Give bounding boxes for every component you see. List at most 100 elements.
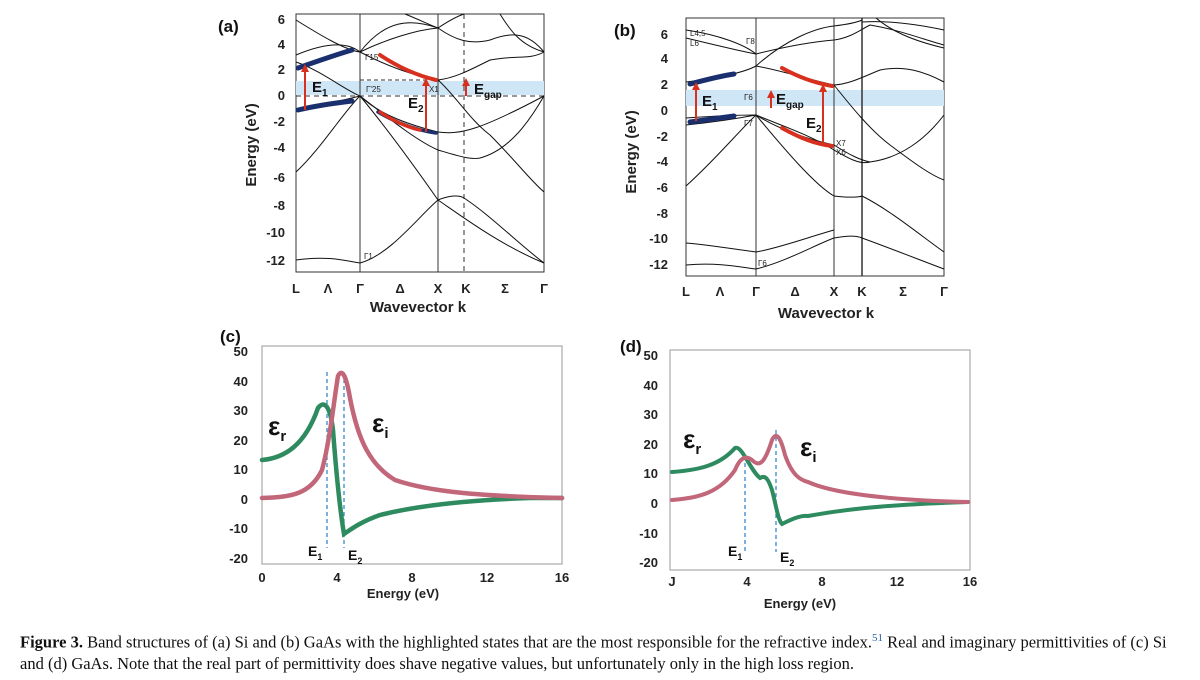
y-tick: 0 — [661, 103, 668, 118]
k-tick: X — [434, 281, 443, 296]
y-tick: -10 — [639, 526, 658, 541]
y-tick: 30 — [234, 403, 248, 418]
panel-a-xlabel: Wavevector k — [370, 299, 467, 316]
y-tick: -6 — [656, 180, 668, 195]
band — [685, 242, 757, 253]
x-tick: 8 — [408, 570, 415, 585]
y-tick: -10 — [266, 225, 285, 240]
y-tick: 10 — [234, 462, 248, 477]
y-tick: -8 — [273, 198, 285, 213]
panel-a-frame — [295, 13, 545, 273]
band — [685, 29, 757, 55]
panel-a-kpoints: L Λ Γ Δ X K Σ Γ — [292, 281, 548, 296]
band — [499, 13, 545, 53]
figure-caption: Figure 3. Band structures of (a) Si and … — [20, 628, 1190, 674]
g6-label: Γ6 — [744, 93, 753, 102]
k-tick: L — [292, 281, 300, 296]
panel-c-er-curve — [259, 402, 565, 538]
panel-a-e2-lower-red — [378, 110, 422, 132]
k-tick: Λ — [716, 284, 725, 299]
egap-label: Egap — [474, 81, 502, 101]
panel-b-yticks: 6 4 2 0 -2 -4 -6 -8 -10 -12 — [649, 27, 669, 272]
panel-c-ei-label: εi — [372, 408, 389, 442]
panel-c: (c) 50 40 30 20 10 0 -10 -20 εr εi E1 E2… — [220, 327, 569, 601]
band — [295, 95, 545, 264]
panel-a-gap-band — [296, 81, 544, 95]
panel-a-bands — [295, 13, 545, 264]
y-tick: -2 — [656, 129, 668, 144]
x-tick: 8 — [818, 574, 825, 589]
y-tick: 50 — [234, 344, 248, 359]
panel-b-frame — [685, 17, 945, 277]
x-tick: 12 — [480, 570, 494, 585]
panel-b-e2-upper — [780, 66, 834, 88]
caption-label: Figure 3. — [20, 632, 83, 652]
y-tick: 0 — [278, 88, 285, 103]
panel-d-ei-label: εi — [800, 432, 817, 466]
panel-b: (b) Energy (eV) 6 4 2 0 -2 -4 -6 -8 -10 … — [614, 17, 948, 322]
y-tick: 0 — [241, 492, 248, 507]
figure-canvas: (a) Energy (eV) 6 4 2 0 -2 -4 -6 -8 -10 … — [218, 12, 977, 611]
k-tick: Σ — [899, 284, 907, 299]
band — [437, 79, 545, 193]
e2-arrowhead — [819, 84, 827, 92]
k-tick: Σ — [501, 281, 509, 296]
x7-label: X7 — [836, 139, 846, 148]
y-tick: -20 — [229, 551, 248, 566]
panel-d-er-label: εr — [683, 424, 701, 458]
g25-label: Γ'25 — [366, 85, 381, 94]
y-tick: -6 — [273, 170, 285, 185]
band — [861, 21, 945, 31]
band — [685, 114, 945, 253]
egap-arrowhead — [462, 78, 470, 86]
y-tick: 50 — [644, 348, 658, 363]
band — [437, 13, 465, 29]
band — [833, 84, 945, 181]
band — [404, 13, 439, 29]
y-tick: 10 — [644, 466, 658, 481]
y-tick: 40 — [644, 378, 658, 393]
y-tick: 4 — [661, 51, 669, 66]
g7-label: Γ7 — [744, 119, 753, 128]
y-tick: -8 — [656, 206, 668, 221]
y-tick: 20 — [644, 437, 658, 452]
x-tick: 16 — [555, 570, 569, 585]
y-tick: -10 — [229, 521, 248, 536]
k-tick: Δ — [790, 284, 799, 299]
x1-label: X1 — [429, 85, 439, 94]
panel-c-yticks: 50 40 30 20 10 0 -10 -20 — [229, 344, 248, 566]
panel-c-frame — [261, 345, 563, 565]
panel-a-e2-upper — [378, 53, 438, 82]
panel-c-er-label: εr — [268, 411, 286, 445]
panel-a: (a) Energy (eV) 6 4 2 0 -2 -4 -6 -8 -10 … — [218, 12, 548, 316]
panel-a-vb-highlight — [295, 98, 355, 113]
k-tick: X — [830, 284, 839, 299]
panel-d-yticks: 50 40 30 20 10 0 -10 -20 — [639, 348, 658, 570]
panel-d-ei-curve — [670, 433, 970, 504]
panel-b-e2-lower — [780, 126, 834, 148]
band — [295, 19, 545, 81]
egap-label: Egap — [776, 91, 804, 111]
k-tick: L — [682, 284, 690, 299]
y-tick: 4 — [278, 37, 286, 52]
panel-d-tag: (d) — [620, 337, 642, 356]
y-tick: -20 — [639, 555, 658, 570]
y-tick: 2 — [278, 62, 285, 77]
panel-c-tag: (c) — [220, 327, 241, 346]
e1-arrowhead — [301, 64, 309, 72]
panel-d: (d) 50 40 30 20 10 0 -10 -20 εr εi E1 E2… — [620, 337, 977, 611]
x-tick: 12 — [890, 574, 904, 589]
egap-arrowhead — [767, 90, 775, 98]
y-tick: -4 — [273, 140, 285, 155]
e2-label: E2 — [806, 115, 822, 135]
panel-b-gap-band — [686, 90, 944, 106]
y-tick: -12 — [649, 257, 668, 272]
panel-c-ei-curve — [259, 370, 565, 501]
caption-text-1: Band structures of (a) Si and (b) GaAs w… — [82, 632, 872, 652]
x6-label: X6 — [836, 148, 846, 157]
k-tick: Γ — [940, 284, 948, 299]
k-tick: Γ — [752, 284, 760, 299]
k-tick: Γ — [356, 281, 364, 296]
caption-ref[interactable]: 51 — [871, 632, 883, 644]
l45-label: L4,5 — [690, 29, 706, 38]
